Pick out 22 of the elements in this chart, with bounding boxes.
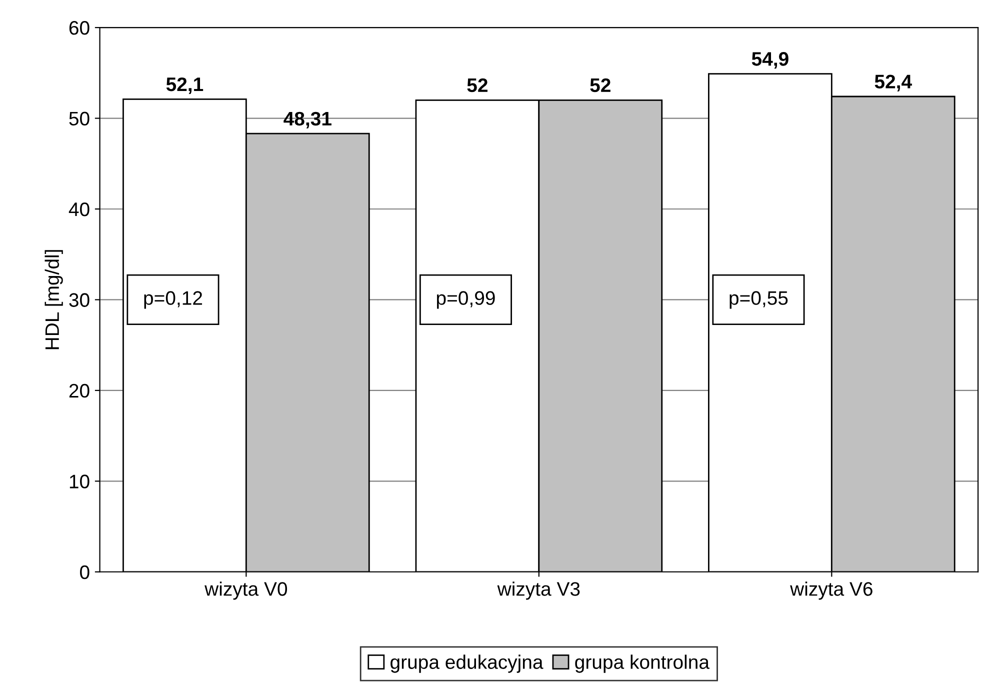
data-label: 48,31 xyxy=(284,112,332,128)
annotation: p=0,99 xyxy=(436,291,495,309)
y-tick-label: 20 xyxy=(69,384,90,398)
y-axis-title: HDL [mg/dl] xyxy=(44,250,63,350)
y-tick-label: 50 xyxy=(69,112,90,126)
legend-label: grupa edukacyjna xyxy=(390,654,544,673)
y-tick-label: 60 xyxy=(69,21,90,35)
x-tick-label: wizyta V3 xyxy=(497,582,580,600)
y-tick-label: 0 xyxy=(80,565,90,580)
y-tick-label: 30 xyxy=(69,293,90,307)
x-tick-label: wizyta V0 xyxy=(204,582,288,600)
y-tick-label: 40 xyxy=(68,202,90,216)
y-tick-label: 10 xyxy=(70,474,90,488)
data-label: 52 xyxy=(590,78,610,92)
x-tick-label: wizyta V6 xyxy=(790,582,872,600)
data-label: 54,9 xyxy=(752,52,788,69)
legend-label: grupa kontrolna xyxy=(575,654,710,673)
annotation: p=0,12 xyxy=(144,291,202,309)
annotation: p=0,55 xyxy=(730,291,788,309)
data-label: 52,1 xyxy=(166,77,204,94)
data-label: 52,4 xyxy=(874,74,912,92)
data-label: 52 xyxy=(467,78,488,92)
